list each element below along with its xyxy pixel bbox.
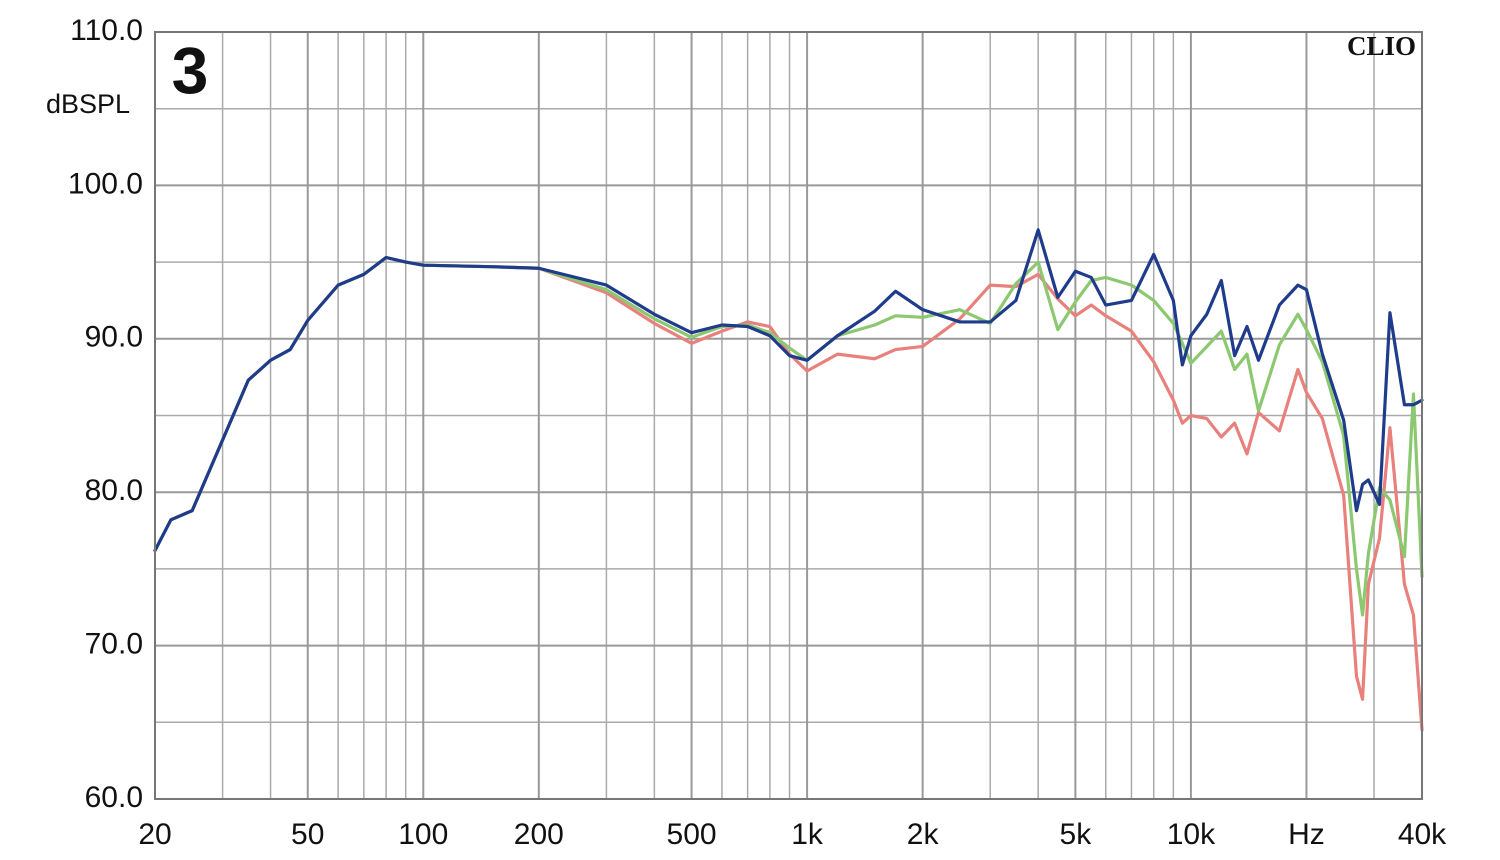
y-tick-label: 80.0 <box>85 474 143 507</box>
y-tick-label: 100.0 <box>68 167 143 200</box>
y-tick-label: 70.0 <box>85 628 143 661</box>
x-tick-label: 500 <box>667 818 717 851</box>
x-tick-label: 10k <box>1167 818 1216 851</box>
plot-frame <box>154 31 1423 800</box>
x-tick-label: 200 <box>514 818 564 851</box>
x-tick-label: 5k <box>1060 818 1093 851</box>
y-axis-label: dBSPL <box>46 89 130 119</box>
x-tick-label: 2k <box>907 818 940 851</box>
x-tick-label: 20 <box>138 818 171 851</box>
x-tick-label: Hz <box>1288 818 1325 851</box>
x-tick-label: 40k <box>1398 818 1447 851</box>
series-line <box>153 228 1424 553</box>
badge: 3 <box>172 33 209 107</box>
x-tick-label: 1k <box>791 818 824 851</box>
watermark: CLIO <box>1347 31 1416 61</box>
y-tick-label: 110.0 <box>70 14 143 47</box>
y-tick-label: 60.0 <box>85 781 143 814</box>
plot-lines <box>153 228 1424 732</box>
x-tick-label: 50 <box>291 818 324 851</box>
y-tick-label: 90.0 <box>85 321 143 354</box>
x-tick-label: 100 <box>398 818 448 851</box>
